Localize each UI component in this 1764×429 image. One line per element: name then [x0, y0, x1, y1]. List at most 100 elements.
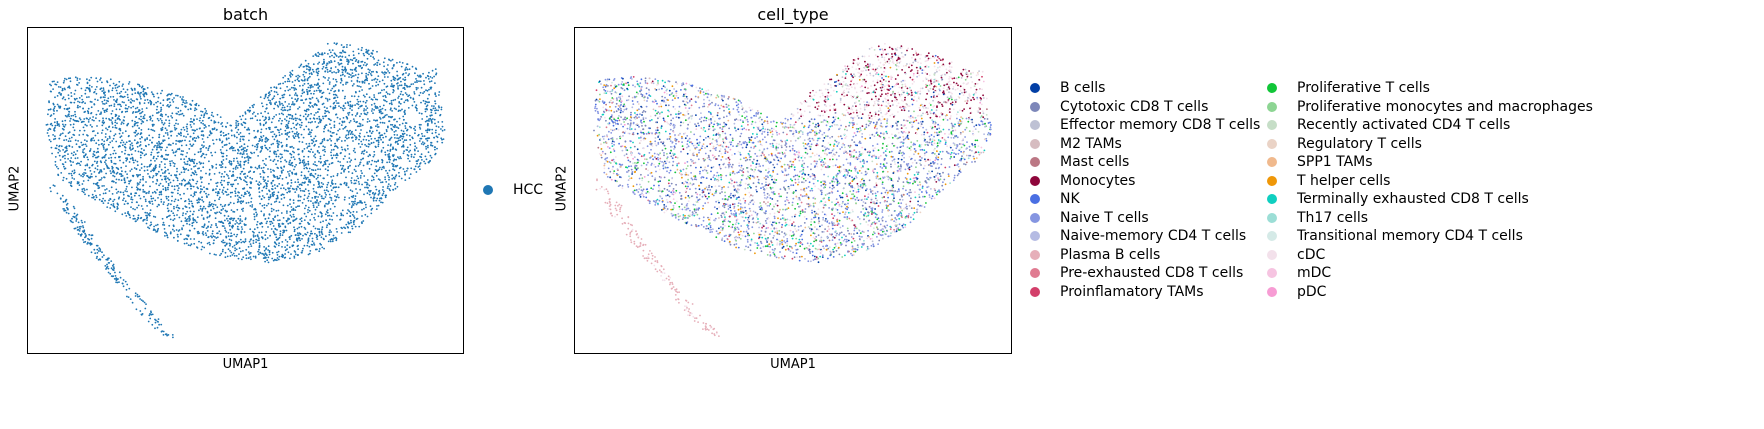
scatter-point	[192, 217, 195, 220]
scatter-point	[356, 217, 359, 220]
scatter-point	[378, 80, 381, 83]
scatter-point	[161, 126, 164, 129]
scatter-point	[343, 97, 346, 100]
scatter-point	[160, 330, 163, 333]
scatter-point	[333, 97, 335, 100]
scatter-point	[273, 95, 276, 98]
scatter-point	[179, 193, 182, 196]
scatter-point	[332, 187, 335, 189]
scatter-point	[277, 191, 280, 194]
scatter-point	[203, 224, 206, 227]
scatter-point	[428, 80, 431, 83]
scatter-point	[233, 233, 236, 236]
scatter-point	[188, 159, 191, 162]
scatter-point	[218, 230, 221, 233]
scatter-point	[83, 187, 85, 190]
scatter-point	[102, 192, 105, 195]
scatter-point	[344, 227, 347, 230]
scatter-point	[167, 186, 169, 189]
scatter-point	[98, 143, 100, 146]
scatter-point	[426, 129, 429, 132]
scatter-point	[302, 84, 304, 87]
scatter-point	[290, 86, 293, 89]
scatter-point	[167, 184, 170, 187]
scatter-point	[143, 169, 146, 172]
scatter-point	[309, 84, 311, 87]
scatter-point	[158, 323, 161, 326]
scatter-point	[324, 150, 326, 153]
scatter-point	[273, 184, 276, 186]
scatter-point	[307, 160, 310, 163]
scatter-point	[434, 112, 437, 115]
scatter-point	[308, 245, 311, 248]
scatter-point	[303, 182, 306, 184]
scatter-point	[205, 172, 207, 175]
scatter-point	[318, 160, 320, 163]
scatter-point	[299, 114, 302, 117]
scatter-point	[187, 216, 190, 218]
scatter-point	[142, 300, 144, 303]
scatter-point	[251, 144, 254, 147]
scatter-point	[171, 191, 174, 194]
scatter-point	[71, 217, 73, 220]
scatter-point	[436, 140, 439, 143]
scatter-point	[279, 157, 282, 160]
scatter-point	[209, 243, 211, 246]
scatter-point	[277, 258, 280, 261]
scatter-point	[234, 192, 237, 195]
scatter-point	[297, 135, 299, 137]
scatter-point	[265, 158, 267, 160]
scatter-point	[228, 225, 231, 227]
scatter-point	[428, 160, 431, 163]
scatter-point	[111, 116, 114, 119]
scatter-point	[358, 125, 360, 128]
scatter-point	[387, 144, 389, 146]
scatter-point	[315, 178, 318, 180]
scatter-point	[415, 68, 418, 71]
scatter-point	[385, 181, 388, 183]
scatter-point	[308, 209, 311, 212]
scatter-point	[335, 228, 338, 230]
scatter-point	[370, 138, 373, 140]
scatter-point	[195, 137, 198, 139]
scatter-point	[369, 191, 371, 193]
scatter-point	[434, 102, 437, 105]
scatter-point	[309, 174, 312, 177]
scatter-point	[384, 176, 386, 179]
scatter-point	[189, 244, 192, 247]
scatter-point	[97, 139, 100, 142]
scatter-point	[106, 206, 109, 209]
scatter-point	[225, 173, 228, 176]
scatter-point	[201, 245, 204, 248]
scatter-point	[81, 101, 83, 104]
scatter-point	[69, 120, 71, 122]
scatter-point	[275, 91, 278, 94]
scatter-point	[244, 240, 247, 243]
scatter-point	[398, 124, 401, 126]
scatter-point	[106, 265, 109, 268]
scatter-point	[116, 202, 119, 205]
scatter-point	[283, 166, 285, 168]
scatter-point	[56, 192, 59, 195]
scatter-point	[239, 238, 242, 241]
scatter-point	[162, 203, 165, 206]
scatter-point	[162, 185, 164, 188]
scatter-point	[94, 134, 97, 137]
scatter-point	[440, 128, 442, 130]
scatter-point	[140, 86, 143, 89]
scatter-point	[288, 246, 291, 249]
scatter-point	[295, 128, 298, 130]
scatter-point	[68, 111, 71, 113]
scatter-point	[256, 145, 259, 147]
scatter-point	[79, 234, 82, 236]
scatter-point	[300, 95, 303, 97]
scatter-point	[314, 156, 317, 159]
scatter-point	[194, 170, 196, 172]
scatter-point	[94, 88, 97, 91]
scatter-point	[91, 86, 93, 88]
scatter-point	[211, 236, 213, 239]
scatter-point	[102, 96, 105, 99]
scatter-point	[138, 183, 140, 185]
scatter-point	[317, 174, 320, 177]
scatter-point	[392, 64, 395, 67]
